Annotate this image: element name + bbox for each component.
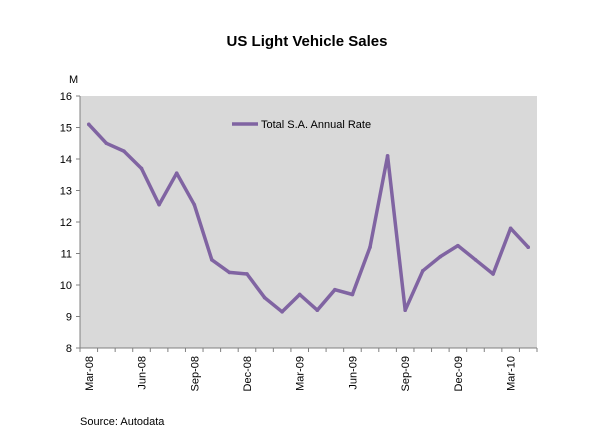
data-point bbox=[280, 309, 284, 314]
data-point bbox=[315, 308, 320, 313]
data-point bbox=[438, 254, 443, 259]
data-point bbox=[456, 243, 460, 248]
legend-label: Total S.A. Annual Rate bbox=[261, 119, 371, 131]
legend: Total S.A. Annual Rate bbox=[232, 119, 371, 131]
data-point bbox=[227, 270, 232, 275]
x-tick-label: Mar-10 bbox=[506, 356, 518, 391]
x-tick-label: Jun-09 bbox=[347, 356, 359, 390]
y-axis-unit-label: M bbox=[69, 74, 78, 86]
x-tick-label: Mar-08 bbox=[84, 356, 96, 391]
data-point bbox=[508, 226, 513, 231]
data-point bbox=[210, 258, 214, 262]
y-tick-label: 15 bbox=[60, 123, 72, 135]
data-point bbox=[385, 154, 390, 158]
y-tick-label: 16 bbox=[60, 91, 72, 103]
data-point bbox=[122, 149, 126, 153]
y-tick-label: 9 bbox=[66, 312, 72, 324]
y-tick-label: 8 bbox=[66, 343, 72, 355]
y-tick-label: 14 bbox=[60, 154, 72, 166]
x-tick-label: Sep-09 bbox=[400, 356, 412, 391]
data-point bbox=[368, 245, 372, 249]
axes: 8 9 10 11 12 13 14 15 16 Mar-08 Jun-08 Sep-08 Dec-08… bbox=[60, 91, 538, 391]
data-point bbox=[297, 292, 302, 297]
source-note: Source: Autodata bbox=[80, 416, 165, 428]
x-tick-label: Mar-09 bbox=[295, 356, 307, 391]
data-point bbox=[262, 295, 267, 300]
data-point bbox=[86, 122, 91, 127]
x-tick-label: Dec-08 bbox=[242, 356, 254, 391]
y-tick-label: 13 bbox=[60, 186, 72, 198]
y-tick-label: 11 bbox=[61, 249, 72, 261]
plot-area bbox=[80, 96, 537, 348]
data-point bbox=[245, 272, 249, 276]
data-point bbox=[104, 141, 109, 146]
data-point bbox=[333, 287, 337, 292]
data-point bbox=[473, 258, 478, 262]
data-point bbox=[157, 202, 161, 207]
data-point bbox=[420, 269, 425, 273]
y-tick-label: 12 bbox=[60, 217, 72, 229]
x-tick-label: Dec-09 bbox=[453, 356, 465, 391]
series-line bbox=[87, 122, 530, 314]
data-point bbox=[174, 171, 179, 175]
data-point bbox=[350, 292, 355, 297]
x-tick-label: Sep-08 bbox=[189, 356, 201, 391]
data-point bbox=[526, 245, 531, 249]
data-point bbox=[139, 166, 144, 171]
data-point bbox=[192, 202, 197, 207]
data-point bbox=[403, 308, 407, 313]
chart-title: US Light Vehicle Sales bbox=[227, 33, 388, 50]
x-tick-label: Jun-08 bbox=[137, 356, 149, 390]
data-point bbox=[491, 272, 495, 276]
y-tick-label: 10 bbox=[60, 280, 72, 292]
series-layer bbox=[86, 122, 531, 314]
